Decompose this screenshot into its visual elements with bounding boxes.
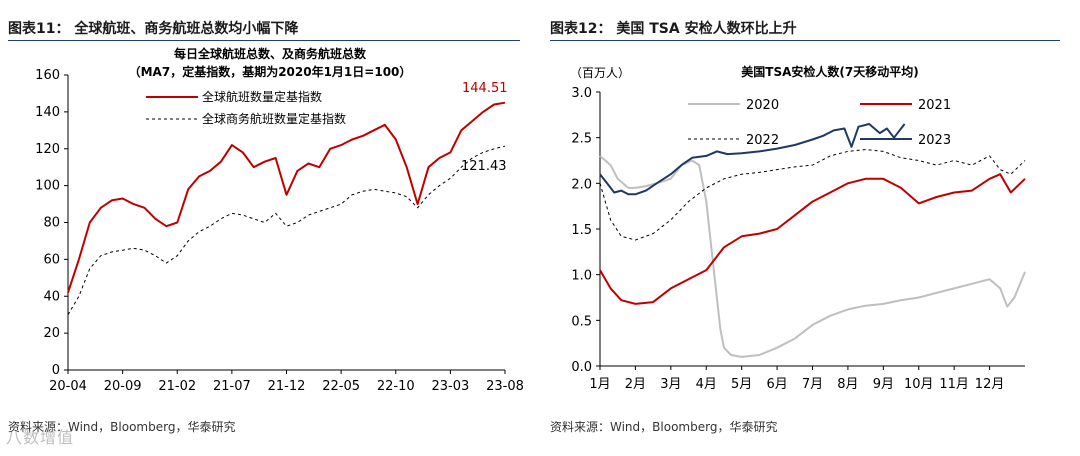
right-xtick-label: 6月 [766,377,787,392]
right-xtick-label: 11月 [939,377,969,392]
right-ytick-label: 0.5 [571,314,592,329]
left-xtick-label: 21-07 [213,379,251,394]
left-ytick-label: 80 [43,216,60,231]
right-ytick-label: 1.5 [571,223,592,238]
left-chart-title: 每日全球航班总数、及商务航班总数 [174,46,367,61]
right-panel-title: 图表12： 美国 TSA 安检人数环比上升 [550,21,797,37]
right-xtick-label: 9月 [873,377,894,392]
left-xtick-label: 20-09 [104,379,142,394]
right-ytick-label: 0.0 [571,360,592,375]
legend-label-global-flights: 全球航班数量定基指数 [202,89,322,104]
right-xtick-label: 7月 [802,377,823,392]
left-xtick-label: 22-10 [377,379,415,394]
left-chart-subtitle: （MA7，定基指数，基期为2020年1月1日=100） [129,64,412,79]
left-title-rule [8,40,520,41]
right-unit-label: （百万人） [570,66,630,80]
right-ytick-label: 1.0 [571,269,592,284]
left-ytick-label: 0 [52,363,60,378]
legend-label-business-flights: 全球商务航班数量定基指数 [202,111,346,126]
left-xtick-label: 23-03 [431,379,469,394]
legend-label-2022: 2022 [746,133,779,148]
series-line-business-flights [67,145,506,315]
left-panel-title: 图表11： 全球航班、商务航班总数均小幅下降 [8,21,299,37]
left-xtick-label: 21-12 [268,379,306,394]
left-xtick-label: 20-04 [49,379,87,394]
end-label-global-flights: 144.51 [462,81,508,96]
right-xtick-label: 2月 [625,377,646,392]
right-xtick-label: 12月 [975,377,1005,392]
watermark-logo: 八数增值 [6,428,75,447]
legend-label-2023: 2023 [918,133,951,148]
left-ytick-label: 40 [43,289,60,304]
left-ytick-label: 120 [35,142,60,157]
left-chart: 每日全球航班总数、及商务航班总数 （MA7，定基指数，基期为2020年1月1日=… [35,46,524,394]
right-ytick-label: 2.0 [571,177,592,192]
left-xtick-label: 22-05 [322,379,360,394]
left-xtick-label: 21-02 [158,379,196,394]
right-title-rule [550,40,1060,41]
left-ytick-label: 20 [43,326,60,341]
legend-label-2021: 2021 [918,98,951,113]
right-ytick-label: 2.5 [571,132,592,147]
right-xtick-label: 1月 [589,377,610,392]
right-chart: 美国TSA安检人数(7天移动平均) （百万人） 0.0 0.5 1.0 1.5 2.0 2… [570,64,1026,392]
right-xtick-label: 4月 [696,377,717,392]
left-ytick-label: 160 [35,68,60,83]
left-xtick-label: 23-08 [486,379,524,394]
right-xtick-label: 3月 [660,377,681,392]
series-line-2022 [599,149,1026,241]
right-source-note: 资料来源：Wind，Bloomberg，华泰研究 [550,420,778,434]
series-line-global-flights [67,101,506,293]
legend-label-2020: 2020 [746,98,779,113]
end-label-business-flights: 121.43 [461,159,507,174]
left-ytick-label: 60 [43,252,60,267]
right-xtick-label: 5月 [731,377,752,392]
right-chart-title: 美国TSA安检人数(7天移动平均) [741,64,918,79]
series-line-2021 [599,173,1026,305]
right-ytick-label: 3.0 [571,86,592,101]
left-source-note: 资料来源：Wind，Bloomberg，华泰研究 [8,420,236,434]
series-line-2023 [599,123,906,196]
left-ytick-label: 140 [35,105,60,120]
left-ytick-label: 100 [35,179,60,194]
series-line-2020 [599,155,1026,358]
right-xtick-label: 8月 [837,377,858,392]
right-xtick-label: 10月 [904,377,934,392]
